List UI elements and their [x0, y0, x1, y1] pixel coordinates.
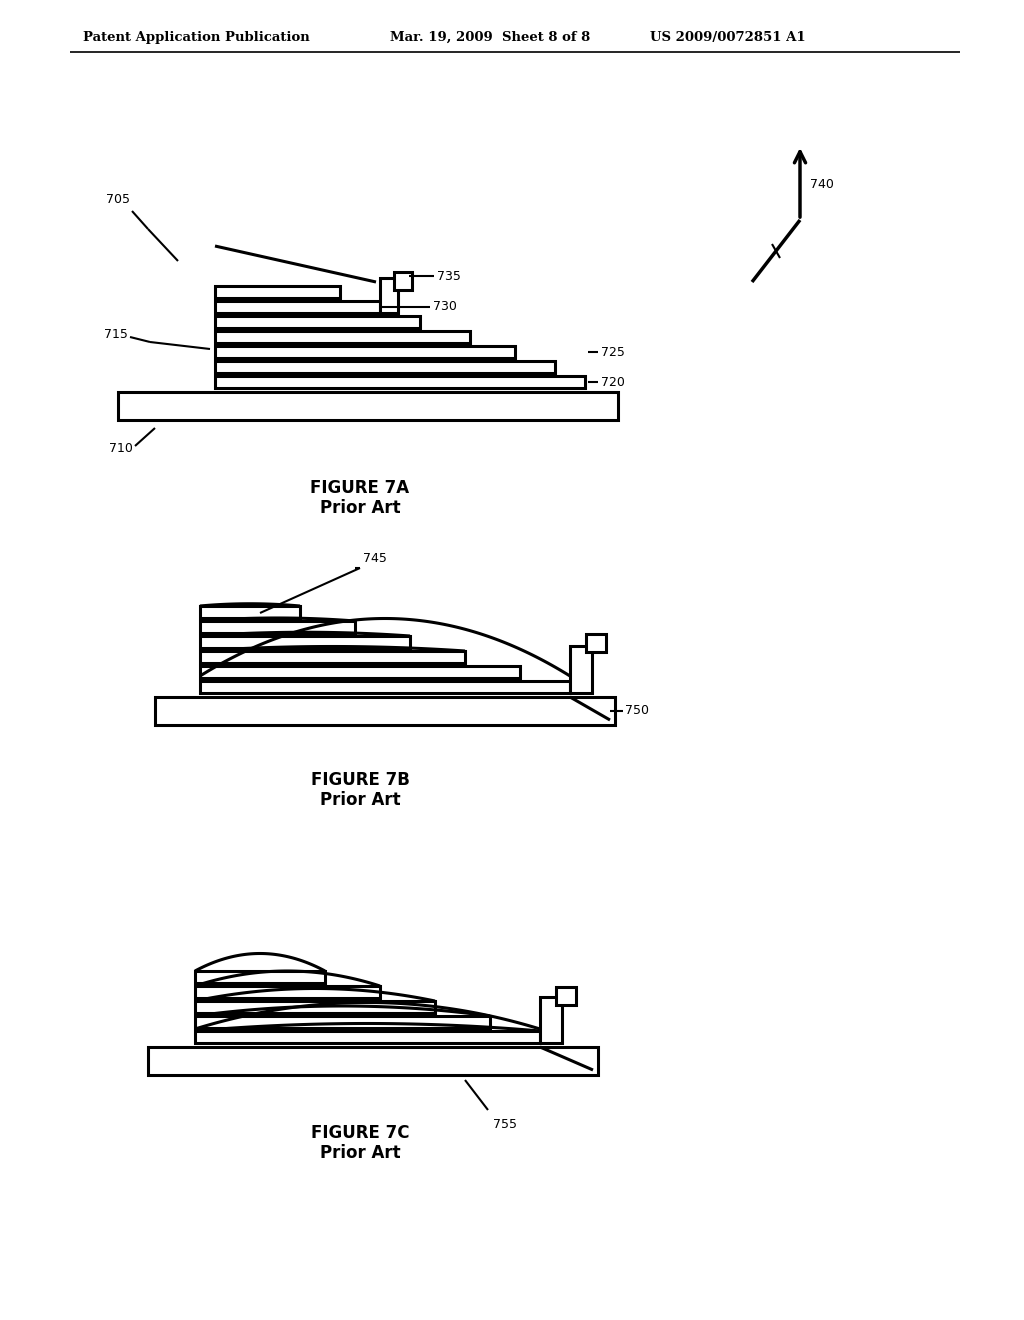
Text: FIGURE 7B: FIGURE 7B	[310, 771, 410, 789]
Text: Patent Application Publication: Patent Application Publication	[83, 30, 309, 44]
Bar	[200, 606, 300, 618]
Text: Mar. 19, 2009  Sheet 8 of 8: Mar. 19, 2009 Sheet 8 of 8	[390, 30, 590, 44]
Bar	[540, 997, 562, 1043]
Text: 705: 705	[106, 193, 130, 206]
Text: 725: 725	[601, 346, 625, 359]
Bar	[195, 972, 325, 983]
Text: US 2009/0072851 A1: US 2009/0072851 A1	[650, 30, 806, 44]
Bar	[118, 392, 618, 420]
Bar	[586, 634, 606, 652]
Bar	[215, 286, 340, 298]
Text: FIGURE 7C: FIGURE 7C	[310, 1125, 410, 1142]
Bar	[195, 1016, 490, 1028]
Bar	[215, 376, 585, 388]
Text: FIGURE 7A: FIGURE 7A	[310, 479, 410, 498]
Text: Prior Art: Prior Art	[319, 791, 400, 809]
Bar	[215, 301, 380, 313]
Bar	[215, 331, 470, 343]
Bar	[215, 315, 420, 327]
Text: 750: 750	[625, 705, 649, 718]
Bar	[570, 645, 592, 693]
Bar	[200, 681, 570, 693]
Text: Prior Art: Prior Art	[319, 499, 400, 517]
Bar	[155, 697, 615, 725]
Text: 745: 745	[362, 552, 387, 565]
Bar	[200, 651, 465, 663]
Text: 740: 740	[810, 178, 834, 191]
Bar	[148, 1047, 598, 1074]
Bar	[215, 346, 515, 358]
Text: 710: 710	[110, 441, 133, 454]
Bar	[394, 272, 412, 290]
Bar	[380, 279, 398, 313]
Text: Prior Art: Prior Art	[319, 1144, 400, 1162]
Bar	[556, 987, 575, 1005]
Bar	[200, 636, 410, 648]
Text: 715: 715	[104, 329, 128, 342]
Bar	[195, 986, 380, 998]
Text: 730: 730	[433, 301, 457, 314]
Bar	[200, 620, 355, 634]
Bar	[215, 360, 555, 374]
Text: 735: 735	[437, 269, 461, 282]
Text: 720: 720	[601, 375, 625, 388]
Bar	[195, 1031, 540, 1043]
Bar	[200, 667, 520, 678]
Bar	[195, 1001, 435, 1012]
Text: 755: 755	[493, 1118, 517, 1131]
